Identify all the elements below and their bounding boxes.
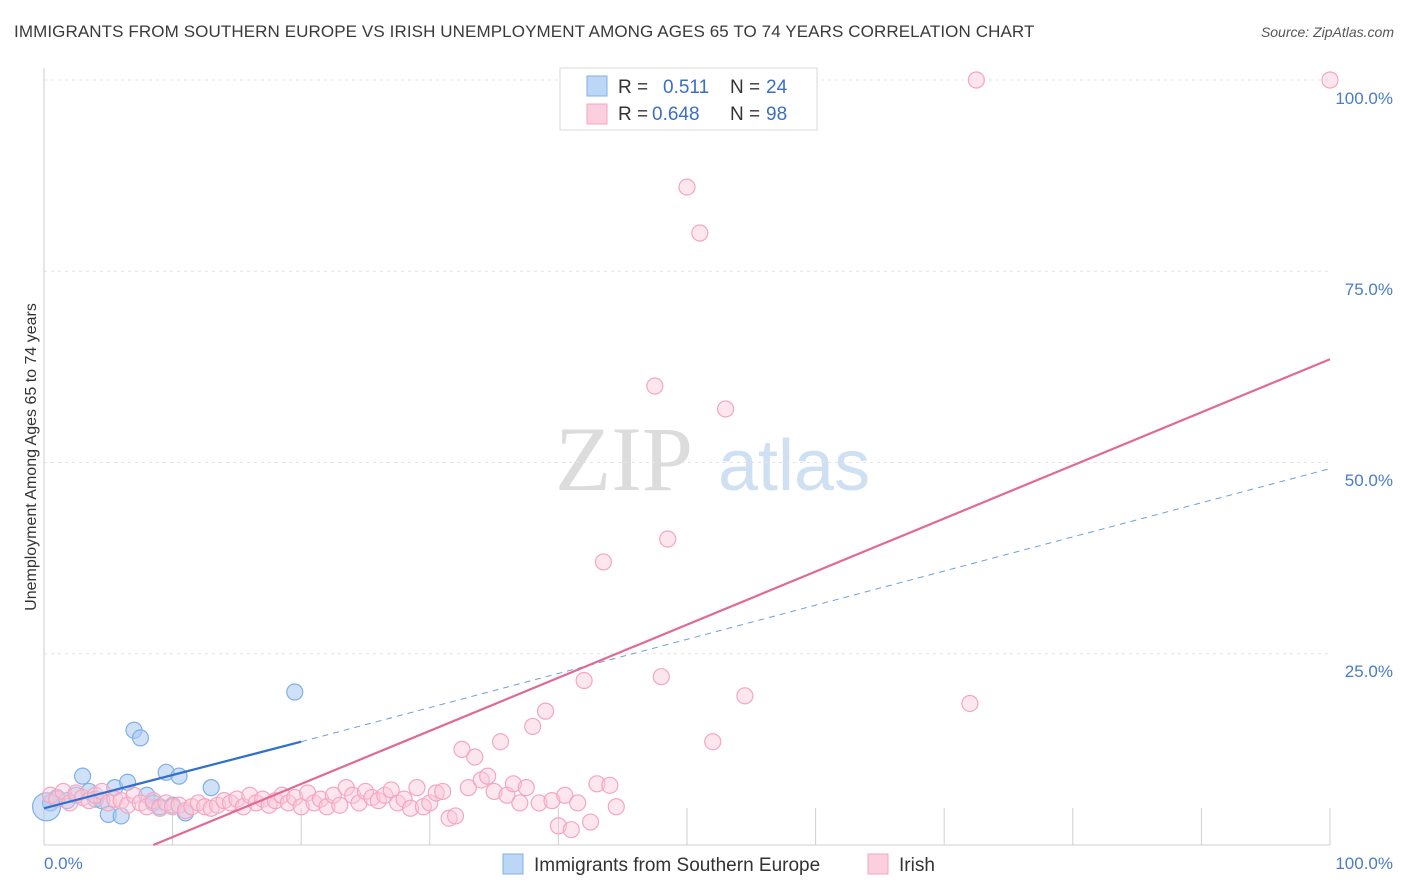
- irish-point-77: [536, 702, 555, 720]
- irish-point-68: [479, 767, 497, 785]
- irish-point-80: [556, 786, 574, 804]
- irish-point-84: [581, 813, 600, 831]
- irish-point-85: [588, 775, 606, 793]
- irish-point-61: [434, 782, 452, 801]
- legend-n-label-1: N =: [730, 77, 760, 98]
- irish-point-70: [491, 733, 510, 751]
- irish-point-82: [569, 794, 587, 812]
- irish-point-69: [485, 782, 503, 801]
- axes: [43, 68, 1330, 846]
- irish-point-49: [356, 782, 375, 801]
- series-legend: Immigrants from Southern Europe Irish: [502, 853, 935, 876]
- bottom-legend-swatch-blue: [502, 853, 524, 875]
- legend-r-value-1: 0.511: [663, 77, 709, 98]
- trend-lines: [43, 358, 1331, 847]
- irish-point-60: [427, 784, 445, 802]
- irish-point-15: [138, 798, 156, 816]
- irish-point-95: [716, 400, 735, 418]
- irish-point-39: [292, 798, 310, 816]
- x-tick-0: 0.0%: [44, 854, 83, 873]
- irish-point-55: [395, 790, 413, 808]
- legend-n-value-1: 24: [766, 77, 788, 98]
- immigrants-point-21: [202, 779, 220, 797]
- irish-point-92: [678, 178, 696, 196]
- irish-point-66: [466, 748, 484, 766]
- irish-point-56: [401, 799, 420, 817]
- irish-trend-line: [152, 358, 1331, 847]
- bottom-legend-swatch-pink: [867, 853, 889, 875]
- irish-point-93: [691, 224, 709, 242]
- irish-point-45: [331, 796, 349, 814]
- y-tick-75: 75.0%: [1345, 280, 1393, 299]
- y-tick-100: 100.0%: [1335, 89, 1393, 108]
- irish-point-97: [961, 694, 979, 713]
- legend-n-label-2: N =: [730, 104, 760, 125]
- immigrants-point-13: [131, 729, 150, 747]
- irish-point-73: [511, 794, 529, 812]
- immigrants-trend-extension: [301, 468, 1331, 743]
- irish-point-19: [164, 798, 182, 816]
- irish-point-86: [594, 553, 613, 571]
- immigrants-point-4: [73, 767, 92, 785]
- irish-point-75: [524, 717, 542, 736]
- bottom-legend-label-pink: Irish: [899, 855, 935, 876]
- irish-point-57: [408, 779, 426, 797]
- watermark-zip: ZIP: [555, 408, 693, 510]
- immigrants-point-10: [112, 807, 130, 825]
- irish-point-63: [446, 807, 465, 825]
- irish-point-88: [607, 798, 625, 816]
- y-axis-label: Unemployment Among Ages 65 to 74 years: [23, 303, 40, 611]
- y-tick-25: 25.0%: [1345, 662, 1393, 681]
- legend-swatch-pink: [586, 103, 608, 125]
- legend-swatch-blue: [586, 75, 608, 97]
- irish-point-59: [421, 794, 439, 812]
- irish-point-98: [967, 71, 985, 89]
- irish-point-83: [575, 671, 593, 690]
- legend-n-value-2: 98: [766, 104, 787, 125]
- legend-r-label-1: R =: [618, 77, 648, 98]
- irish-point-76: [530, 794, 548, 812]
- irish-point-74: [517, 779, 535, 797]
- irish-point-79: [549, 817, 568, 835]
- irish-point-87: [601, 776, 619, 794]
- legend-r-label-2: R =: [618, 104, 648, 125]
- immigrants-point-22: [286, 683, 304, 701]
- irish-point-81: [562, 821, 580, 839]
- irish-point-78: [543, 792, 561, 810]
- legend-r-value-2: 0.648: [652, 104, 700, 125]
- irish-point-99: [1321, 71, 1339, 89]
- source-label: Source: ZipAtlas.com: [1260, 24, 1394, 40]
- irish-point-89: [646, 377, 664, 395]
- bottom-legend-label-blue: Immigrants from Southern Europe: [534, 855, 820, 876]
- immigrants-point-19: [170, 767, 188, 785]
- irish-point-90: [652, 668, 670, 686]
- irish-point-38: [286, 788, 304, 807]
- immigrants-trend-line: [43, 740, 302, 810]
- chart-title: IMMIGRANTS FROM SOUTHERN EUROPE VS IRISH…: [14, 22, 1035, 41]
- irish-point-65: [459, 779, 477, 797]
- irish-point-72: [504, 775, 522, 793]
- irish-point-24: [196, 798, 214, 816]
- irish-point-12: [118, 796, 137, 814]
- irish-point-64: [453, 740, 471, 758]
- watermark-atlas: atlas: [718, 426, 870, 506]
- x-tick-100: 100.0%: [1335, 854, 1393, 873]
- irish-point-96: [736, 687, 754, 705]
- irish-point-91: [659, 530, 677, 548]
- irish-point-94: [704, 733, 722, 751]
- irish-point-44: [324, 786, 342, 804]
- stats-legend: R = 0.511 N = 24 R = 0.648 N = 98: [559, 67, 818, 131]
- grid: [44, 79, 1331, 845]
- y-tick-50: 50.0%: [1345, 471, 1393, 490]
